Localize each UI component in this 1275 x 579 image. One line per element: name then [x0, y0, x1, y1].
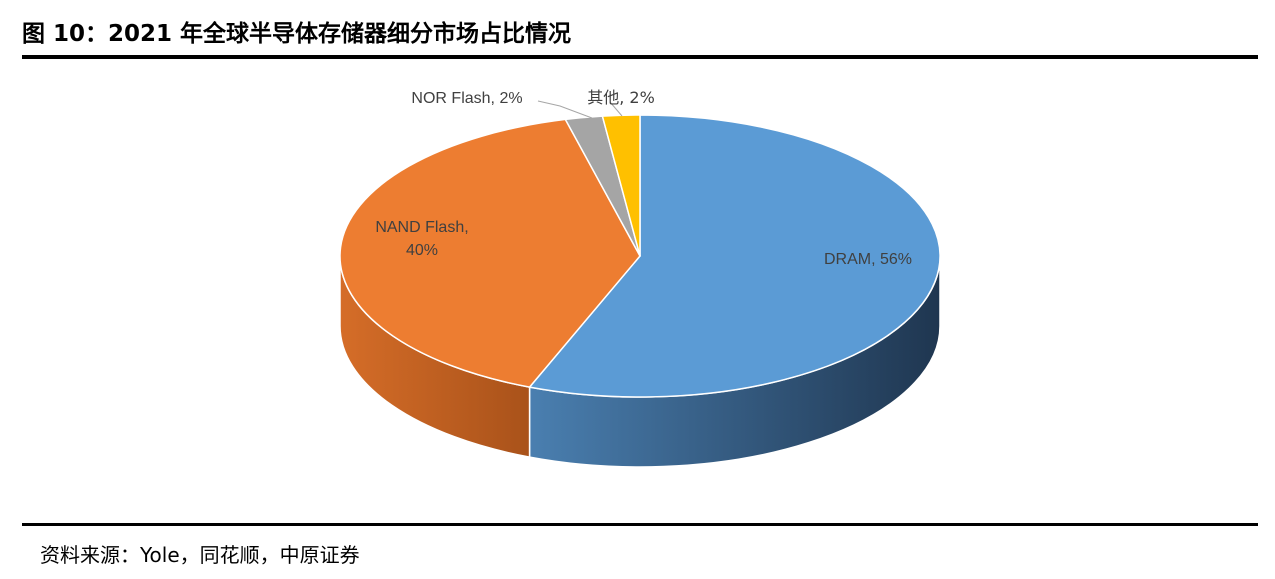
top-rule — [22, 55, 1258, 59]
source-note: 资料来源：Yole，同花顺，中原证券 — [40, 543, 360, 567]
data-label-1-line2: 40% — [406, 242, 438, 259]
bottom-rule — [22, 523, 1258, 526]
pie-top-faces — [339, 114, 941, 398]
leader-line-other — [609, 101, 623, 117]
data-label-1: NAND Flash, — [375, 219, 468, 236]
pie-slice-nand-flash — [339, 118, 641, 388]
pie-slice-dram — [528, 114, 941, 398]
data-label-3: 其他, 2% — [587, 88, 655, 107]
leader-lines — [537, 100, 623, 119]
figure-title: 图 10：2021 年全球半导体存储器细分市场占比情况 — [22, 21, 572, 47]
leader-line-nor-flash — [537, 100, 593, 119]
data-label-2: NOR Flash, 2% — [411, 90, 522, 107]
data-label-0: DRAM, 56% — [824, 251, 912, 268]
data-labels: DRAM, 56% NAND Flash, 40% NOR Flash, 2% 其他, … — [375, 88, 912, 268]
